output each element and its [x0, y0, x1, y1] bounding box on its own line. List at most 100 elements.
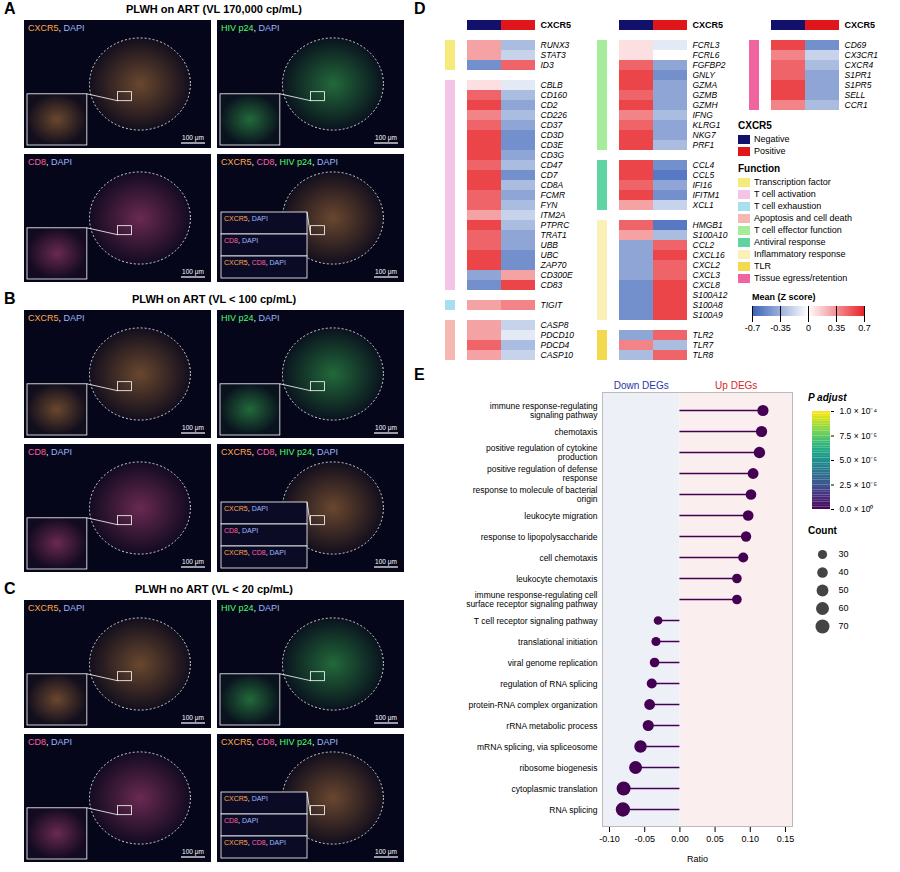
svg-text:FGFBP2: FGFBP2	[693, 60, 726, 70]
svg-text:0.00: 0.00	[671, 834, 689, 844]
svg-text:CD8, DAPI: CD8, DAPI	[28, 157, 72, 167]
svg-text:100 μm: 100 μm	[182, 424, 204, 432]
svg-text:100 μm: 100 μm	[182, 134, 204, 142]
svg-text:leukocyte chemotaxis: leukocyte chemotaxis	[516, 573, 597, 583]
svg-text:S100A9: S100A9	[693, 310, 724, 320]
svg-text:HIV p24, DAPI: HIV p24, DAPI	[221, 23, 280, 33]
svg-text:CD8, DAPI: CD8, DAPI	[224, 527, 258, 534]
svg-text:CXCR5: CXCR5	[693, 20, 724, 30]
svg-text:IFI16: IFI16	[693, 180, 713, 190]
svg-text:S100A8: S100A8	[693, 300, 724, 310]
svg-text:UBC: UBC	[541, 250, 560, 260]
svg-text:PTPRC: PTPRC	[541, 220, 571, 230]
svg-text:40: 40	[839, 567, 849, 577]
svg-text:CD2: CD2	[541, 100, 558, 110]
svg-text:TRAT1: TRAT1	[541, 230, 568, 240]
svg-text:positive regulation of defense: positive regulation of defenseresponse	[487, 464, 598, 483]
svg-text:30: 30	[839, 549, 849, 559]
svg-text:PRF1: PRF1	[693, 140, 715, 150]
svg-text:CXCR5, CD8, HIV p24, DAPI: CXCR5, CD8, HIV p24, DAPI	[221, 447, 338, 457]
svg-text:0.05: 0.05	[706, 834, 724, 844]
svg-text:CXCR5, CD8, HIV p24, DAPI: CXCR5, CD8, HIV p24, DAPI	[221, 157, 338, 167]
svg-text:S100A12: S100A12	[693, 290, 728, 300]
svg-text:viral genome replication: viral genome replication	[508, 657, 598, 667]
svg-text:HMGB1: HMGB1	[693, 220, 724, 230]
svg-text:CCL4: CCL4	[693, 160, 715, 170]
svg-text:UBB: UBB	[541, 240, 559, 250]
svg-text:CXCR5, DAPI: CXCR5, DAPI	[224, 795, 268, 802]
svg-text:TLR2: TLR2	[693, 330, 714, 340]
svg-text:ITM2A: ITM2A	[541, 210, 566, 220]
svg-text:-0.10: -0.10	[599, 834, 620, 844]
svg-text:SELL: SELL	[845, 90, 866, 100]
svg-text:5.0 × 10⁻⁵: 5.0 × 10⁻⁵	[840, 455, 877, 465]
svg-text:CCL5: CCL5	[693, 170, 715, 180]
svg-text:response to molecule of bacter: response to molecule of bacterialorigin	[473, 485, 598, 504]
svg-text:immune response-regulatingsign: immune response-regulatingsignaling path…	[490, 401, 598, 420]
svg-text:2.5 × 10⁻⁵: 2.5 × 10⁻⁵	[840, 480, 877, 490]
svg-text:CD7: CD7	[541, 170, 558, 180]
svg-text:leukocyte migration: leukocyte migration	[524, 510, 598, 520]
svg-text:CXCR5, DAPI: CXCR5, DAPI	[224, 505, 268, 512]
svg-text:CXCL16: CXCL16	[693, 250, 725, 260]
svg-text:CD83: CD83	[541, 280, 563, 290]
svg-text:CXCR5, CD8, HIV p24, DAPI: CXCR5, CD8, HIV p24, DAPI	[221, 737, 338, 747]
svg-text:CXCL3: CXCL3	[693, 270, 721, 280]
svg-text:70: 70	[839, 621, 849, 631]
svg-text:chemotaxis: chemotaxis	[555, 426, 598, 436]
svg-text:TLR7: TLR7	[693, 340, 714, 350]
svg-text:GZMH: GZMH	[693, 100, 719, 110]
svg-text:PDCD4: PDCD4	[541, 340, 570, 350]
svg-text:positive regulation of cytokin: positive regulation of cytokineproductio…	[486, 443, 598, 462]
svg-text:HIV p24, DAPI: HIV p24, DAPI	[221, 313, 280, 323]
svg-text:CD69: CD69	[845, 40, 867, 50]
svg-text:CXCR5, DAPI: CXCR5, DAPI	[224, 215, 268, 222]
svg-text:IFNG: IFNG	[693, 110, 714, 120]
svg-text:1.0 × 10⁻⁴: 1.0 × 10⁻⁴	[840, 406, 878, 416]
svg-text:Up DEGs: Up DEGs	[715, 380, 757, 391]
svg-text:0.35: 0.35	[828, 323, 846, 333]
svg-text:CD47: CD47	[541, 160, 563, 170]
svg-text:CD300E: CD300E	[541, 270, 573, 280]
svg-text:100 μm: 100 μm	[375, 558, 397, 566]
svg-text:100 μm: 100 μm	[375, 424, 397, 432]
svg-text:mRNA splicing, via spliceosome: mRNA splicing, via spliceosome	[477, 741, 598, 751]
svg-text:CXCL2: CXCL2	[693, 260, 721, 270]
svg-text:S1PR1: S1PR1	[845, 70, 872, 80]
svg-text:protein-RNA complex organizati: protein-RNA complex organization	[469, 699, 598, 709]
svg-text:50: 50	[839, 585, 849, 595]
svg-text:ZAP70: ZAP70	[540, 260, 567, 270]
svg-text:CXCR5: CXCR5	[845, 20, 876, 30]
svg-text:RNA splicing: RNA splicing	[549, 804, 597, 814]
svg-text:Down DEGs: Down DEGs	[614, 380, 669, 391]
svg-text:CXCL8: CXCL8	[693, 280, 721, 290]
svg-text:-0.35: -0.35	[770, 323, 791, 333]
svg-text:RUNX3: RUNX3	[541, 40, 570, 50]
svg-text:CD8A: CD8A	[541, 180, 564, 190]
svg-text:60: 60	[839, 603, 849, 613]
svg-text:100 μm: 100 μm	[182, 714, 204, 722]
svg-text:CD226: CD226	[541, 110, 568, 120]
svg-text:FYN: FYN	[541, 200, 559, 210]
svg-text:100 μm: 100 μm	[375, 848, 397, 856]
svg-text:CASP10: CASP10	[541, 350, 574, 360]
svg-text:CD3G: CD3G	[541, 150, 565, 160]
svg-text:CXCR5, DAPI: CXCR5, DAPI	[28, 313, 85, 323]
svg-text:CD8, DAPI: CD8, DAPI	[224, 237, 258, 244]
svg-text:CXCR5, DAPI: CXCR5, DAPI	[28, 603, 85, 613]
svg-text:TIGIT: TIGIT	[541, 300, 564, 310]
svg-text:rRNA metabolic process: rRNA metabolic process	[506, 720, 597, 730]
svg-text:CXCR4: CXCR4	[845, 60, 874, 70]
svg-text:T cell receptor signaling path: T cell receptor signaling pathway	[474, 615, 598, 625]
svg-text:CXCR5, DAPI: CXCR5, DAPI	[28, 23, 85, 33]
svg-text:IFITM1: IFITM1	[693, 190, 720, 200]
svg-text:cell chemotaxis: cell chemotaxis	[539, 552, 597, 562]
svg-text:STAT3: STAT3	[541, 50, 566, 60]
svg-text:GZMB: GZMB	[693, 90, 718, 100]
svg-text:CD8, DAPI: CD8, DAPI	[224, 817, 258, 824]
svg-text:100 μm: 100 μm	[182, 268, 204, 276]
svg-text:XCL1: XCL1	[692, 200, 715, 210]
svg-text:regulation of RNA splicing: regulation of RNA splicing	[500, 678, 598, 688]
svg-text:CCL2: CCL2	[693, 240, 715, 250]
svg-text:-0.05: -0.05	[634, 834, 655, 844]
